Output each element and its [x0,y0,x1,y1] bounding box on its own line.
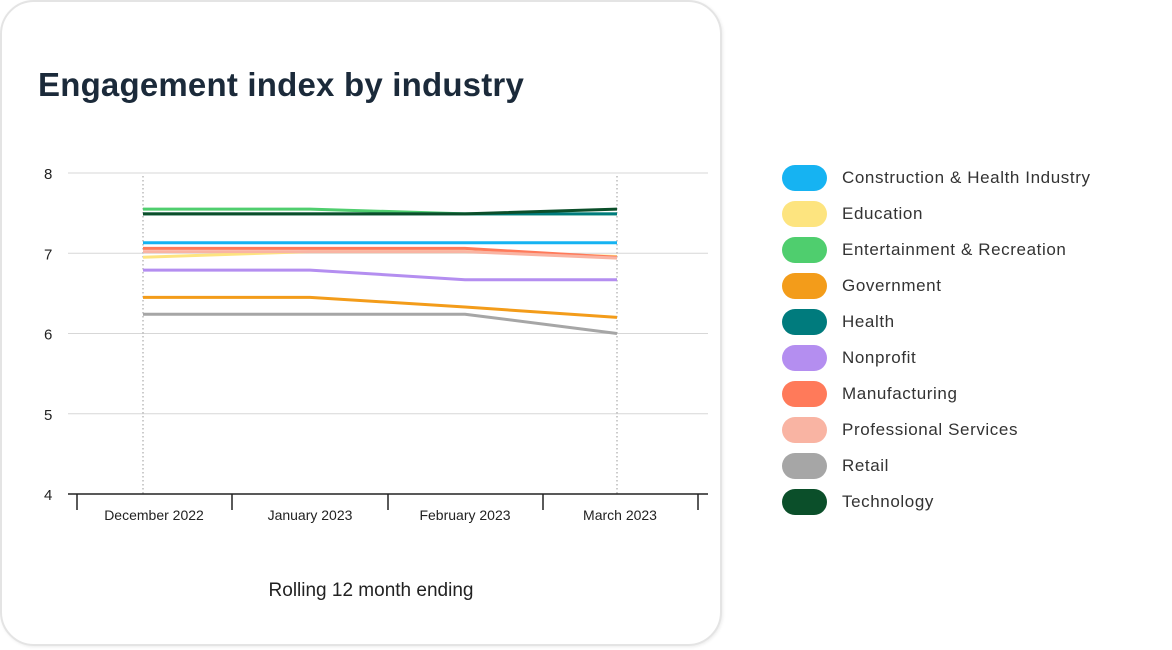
x-axis-title: Rolling 12 month ending [268,580,474,601]
legend-item-professional-services: Professional Services [782,412,1091,448]
legend-swatch [782,345,827,371]
legend-label: Government [842,276,942,295]
y-tick-label: 5 [44,407,52,424]
chart-card: Engagement index by industry [0,0,722,646]
axis-labels: 4 5 6 7 8 December 2022 January 2023 February 2… [44,166,657,523]
legend-item-construction-and-health-industry: Construction & Health Industry [782,160,1091,196]
legend-item-manufacturing: Manufacturing [782,376,1091,412]
legend-swatch [782,489,827,515]
legend-swatch [782,201,827,227]
series-line-professional-services [143,250,618,260]
legend-swatch [782,453,827,479]
legend-swatch [782,165,827,191]
series-lines [142,207,618,335]
legend-label: Nonprofit [842,348,917,367]
legend-swatch [782,273,827,299]
legend-label: Entertainment & Recreation [842,240,1067,259]
x-axis [68,493,708,510]
legend-label: Professional Services [842,420,1019,439]
legend-item-entertainment-and-recreation: Entertainment & Recreation [782,232,1091,268]
line-chart: 4 5 6 7 8 December 2022 January 2023 February 2… [44,166,708,523]
series-line-government [143,295,618,319]
chart-legend: Construction & Health Industry Education E… [782,160,1091,520]
x-tick-label: December 2022 [104,507,204,523]
series-line-technology [143,207,618,216]
legend-swatch [782,309,827,335]
x-tick-label: March 2023 [583,507,657,523]
legend-label: Education [842,204,924,223]
series-line-nonprofit [143,268,617,282]
legend-label: Health [842,312,895,331]
legend-item-nonprofit: Nonprofit [782,340,1091,376]
legend-label: Construction & Health Industry [842,168,1091,187]
legend-label: Manufacturing [842,384,958,403]
y-tick-label: 6 [44,327,52,344]
legend-item-retail: Retail [782,448,1091,484]
legend-label: Retail [842,456,890,475]
legend-item-education: Education [782,196,1091,232]
chart-title: Engagement index by industry [38,66,525,103]
legend-item-technology: Technology [782,484,1091,520]
series-line-manufacturing [143,246,618,259]
legend-swatch [782,417,827,443]
legend-swatch [782,237,827,263]
legend-item-government: Government [782,268,1091,304]
y-tick-label: 4 [44,487,52,504]
grid-lines [68,172,708,494]
legend-item-health: Health [782,304,1091,340]
x-tick-label: January 2023 [268,507,353,523]
y-tick-label: 7 [44,246,52,263]
legend-swatch [782,381,827,407]
legend-label: Technology [842,492,935,511]
y-tick-label: 8 [44,166,52,183]
x-tick-label: February 2023 [419,507,510,523]
series-line-retail [143,312,618,335]
